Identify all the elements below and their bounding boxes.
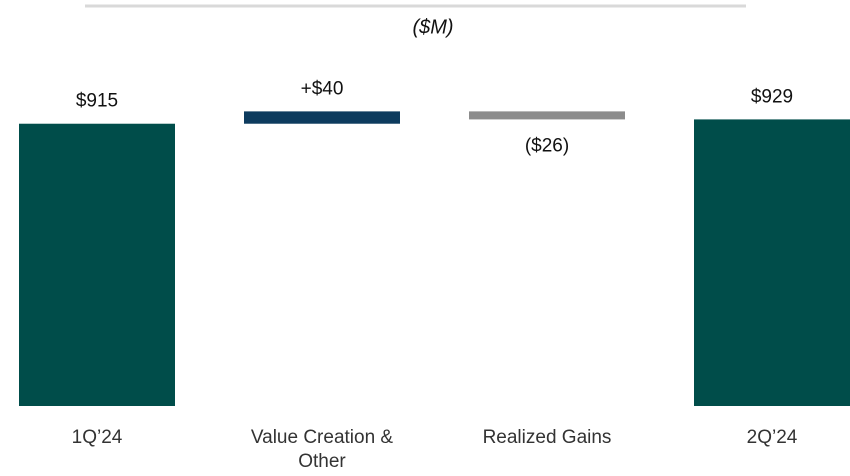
value-label: $915 [76, 91, 118, 112]
value-label: $929 [751, 86, 793, 107]
x-tick-label: 2Q’24 [746, 427, 798, 448]
x-tick-label: Realized Gains [482, 427, 612, 448]
chart-subtitle: ($M) [412, 16, 453, 38]
bar [694, 119, 850, 406]
bar [19, 123, 175, 406]
x-tick-label: 1Q’24 [71, 427, 123, 448]
value-label: +$40 [301, 78, 344, 99]
value-label: ($26) [525, 135, 569, 156]
bar [469, 111, 625, 120]
x-tick-label: Value Creation & Other [250, 427, 394, 472]
bar [244, 111, 400, 124]
